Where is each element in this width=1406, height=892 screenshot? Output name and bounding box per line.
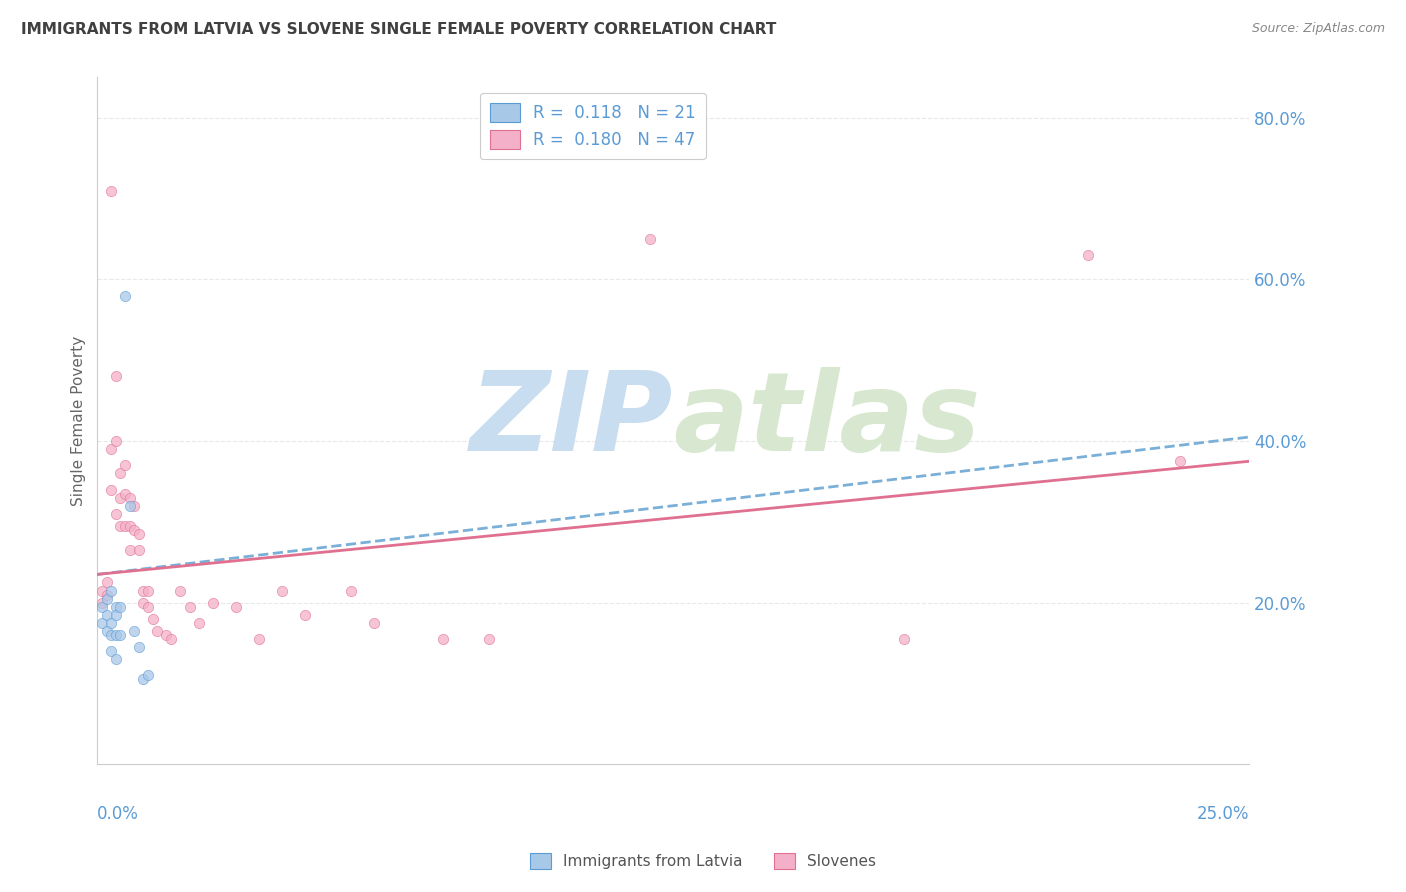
Text: Source: ZipAtlas.com: Source: ZipAtlas.com	[1251, 22, 1385, 36]
Point	[169, 583, 191, 598]
Point	[893, 632, 915, 646]
Point	[142, 612, 165, 626]
Point	[155, 628, 177, 642]
Point	[247, 632, 270, 646]
Point	[118, 499, 141, 513]
Text: IMMIGRANTS FROM LATVIA VS SLOVENE SINGLE FEMALE POVERTY CORRELATION CHART: IMMIGRANTS FROM LATVIA VS SLOVENE SINGLE…	[21, 22, 776, 37]
Point	[104, 652, 127, 666]
Point	[363, 615, 385, 630]
Point	[1077, 248, 1099, 262]
Point	[104, 369, 127, 384]
Point	[136, 599, 159, 614]
Point	[104, 507, 127, 521]
Text: ZIP: ZIP	[470, 368, 673, 475]
Point	[122, 499, 145, 513]
Point	[100, 442, 122, 457]
Point	[136, 583, 159, 598]
Point	[225, 599, 247, 614]
Point	[104, 434, 127, 448]
Point	[96, 591, 118, 606]
Legend: R =  0.118   N = 21, R =  0.180   N = 47: R = 0.118 N = 21, R = 0.180 N = 47	[479, 93, 706, 160]
Text: atlas: atlas	[673, 368, 981, 475]
Point	[132, 596, 155, 610]
Point	[122, 624, 145, 638]
Point	[270, 583, 292, 598]
Point	[122, 523, 145, 537]
Point	[136, 668, 159, 682]
Point	[100, 583, 122, 598]
Point	[339, 583, 361, 598]
Point	[110, 491, 132, 505]
Point	[146, 624, 169, 638]
Point	[110, 628, 132, 642]
Point	[110, 599, 132, 614]
Point	[100, 483, 122, 497]
Point	[201, 596, 224, 610]
Legend: Immigrants from Latvia, Slovenes: Immigrants from Latvia, Slovenes	[524, 847, 882, 875]
Point	[96, 607, 118, 622]
Point	[432, 632, 454, 646]
Point	[294, 607, 316, 622]
Point	[179, 599, 201, 614]
Point	[114, 519, 136, 533]
Point	[118, 519, 141, 533]
Point	[128, 543, 150, 558]
Point	[187, 615, 209, 630]
Point	[100, 615, 122, 630]
Point	[91, 615, 114, 630]
Point	[91, 599, 114, 614]
Point	[96, 575, 118, 590]
Point	[104, 628, 127, 642]
Text: 25.0%: 25.0%	[1197, 805, 1250, 823]
Y-axis label: Single Female Poverty: Single Female Poverty	[72, 335, 86, 506]
Point	[110, 519, 132, 533]
Point	[118, 491, 141, 505]
Point	[100, 628, 122, 642]
Point	[104, 607, 127, 622]
Point	[132, 583, 155, 598]
Point	[132, 673, 155, 687]
Point	[128, 527, 150, 541]
Point	[104, 599, 127, 614]
Point	[128, 640, 150, 654]
Point	[118, 543, 141, 558]
Point	[1168, 454, 1191, 468]
Point	[114, 458, 136, 473]
Text: 0.0%: 0.0%	[97, 805, 139, 823]
Point	[91, 583, 114, 598]
Point	[91, 596, 114, 610]
Point	[478, 632, 501, 646]
Point	[96, 588, 118, 602]
Point	[640, 232, 662, 246]
Point	[96, 624, 118, 638]
Point	[160, 632, 183, 646]
Point	[114, 288, 136, 302]
Point	[110, 467, 132, 481]
Point	[100, 184, 122, 198]
Point	[114, 486, 136, 500]
Point	[100, 644, 122, 658]
